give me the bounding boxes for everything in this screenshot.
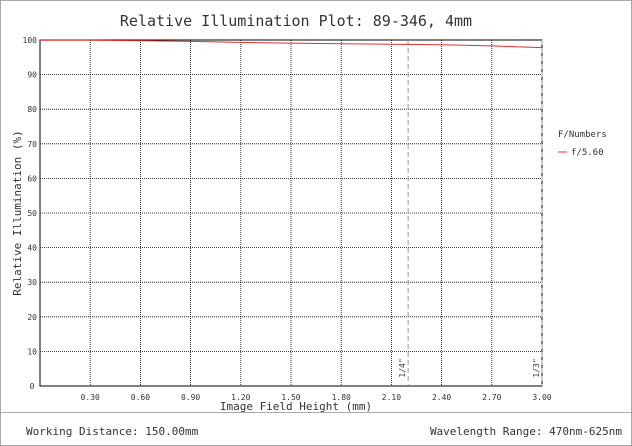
y-tick-label: 80: [27, 105, 37, 114]
y-tick-label: 100: [23, 36, 38, 45]
y-tick-label: 70: [27, 140, 37, 149]
x-tick-label: 1.20: [231, 393, 250, 402]
legend-entry: f/5.60: [571, 148, 604, 158]
y-tick-label: 10: [27, 347, 37, 356]
plot-area: 1/4" 1/3": [39, 39, 543, 387]
legend: F/Numbers f/5.60: [558, 130, 607, 158]
y-tick-label: 30: [27, 278, 37, 287]
size-markers: 1/4" 1/3": [398, 40, 543, 386]
y-tick-labels: 100 90 80 70 60 50 40 30 20 10: [23, 36, 38, 356]
x-tick-label: 0.90: [181, 393, 200, 402]
x-tick-label: 0.60: [131, 393, 150, 402]
legend-items: f/5.60: [558, 148, 604, 158]
y-tick-label: 60: [27, 174, 37, 183]
x-tick-label: 3.00: [532, 393, 551, 402]
x-tick-label: 1.80: [332, 393, 351, 402]
grid: [40, 40, 542, 386]
y-tick-label: 20: [27, 313, 37, 322]
legend-title: F/Numbers: [558, 130, 607, 140]
series-lines: [40, 39, 543, 49]
x-tick-label: 0: [30, 382, 35, 391]
x-tick-label: 2.40: [432, 393, 451, 402]
x-tick-label: 2.70: [482, 393, 501, 402]
y-tick-label: 90: [27, 71, 37, 80]
wavelength-range-label: Wavelength Range: 470nm-625nm: [429, 425, 622, 438]
working-distance-label: Working Distance: 150.00mm: [26, 425, 199, 438]
x-axis-label: Image Field Height (mm): [220, 400, 372, 413]
y-tick-label: 50: [27, 209, 37, 218]
chart-title: Relative Illumination Plot: 89-346, 4mm: [120, 12, 472, 30]
x-tick-labels: 0 0.30 0.60 0.90 1.20 1.50 1.80 2.10 2.40 2.70 3.0…: [30, 382, 552, 402]
size-marker-label: 1/4": [398, 358, 407, 377]
x-tick-label: 2.10: [382, 393, 401, 402]
series-line: [40, 39, 543, 49]
y-axis-label: Relative Illumination (%): [11, 130, 24, 296]
x-tick-label: 1.50: [281, 393, 300, 402]
y-tick-label: 40: [27, 244, 37, 253]
size-marker-label: 1/3": [532, 358, 541, 377]
x-tick-label: 0.30: [81, 393, 100, 402]
